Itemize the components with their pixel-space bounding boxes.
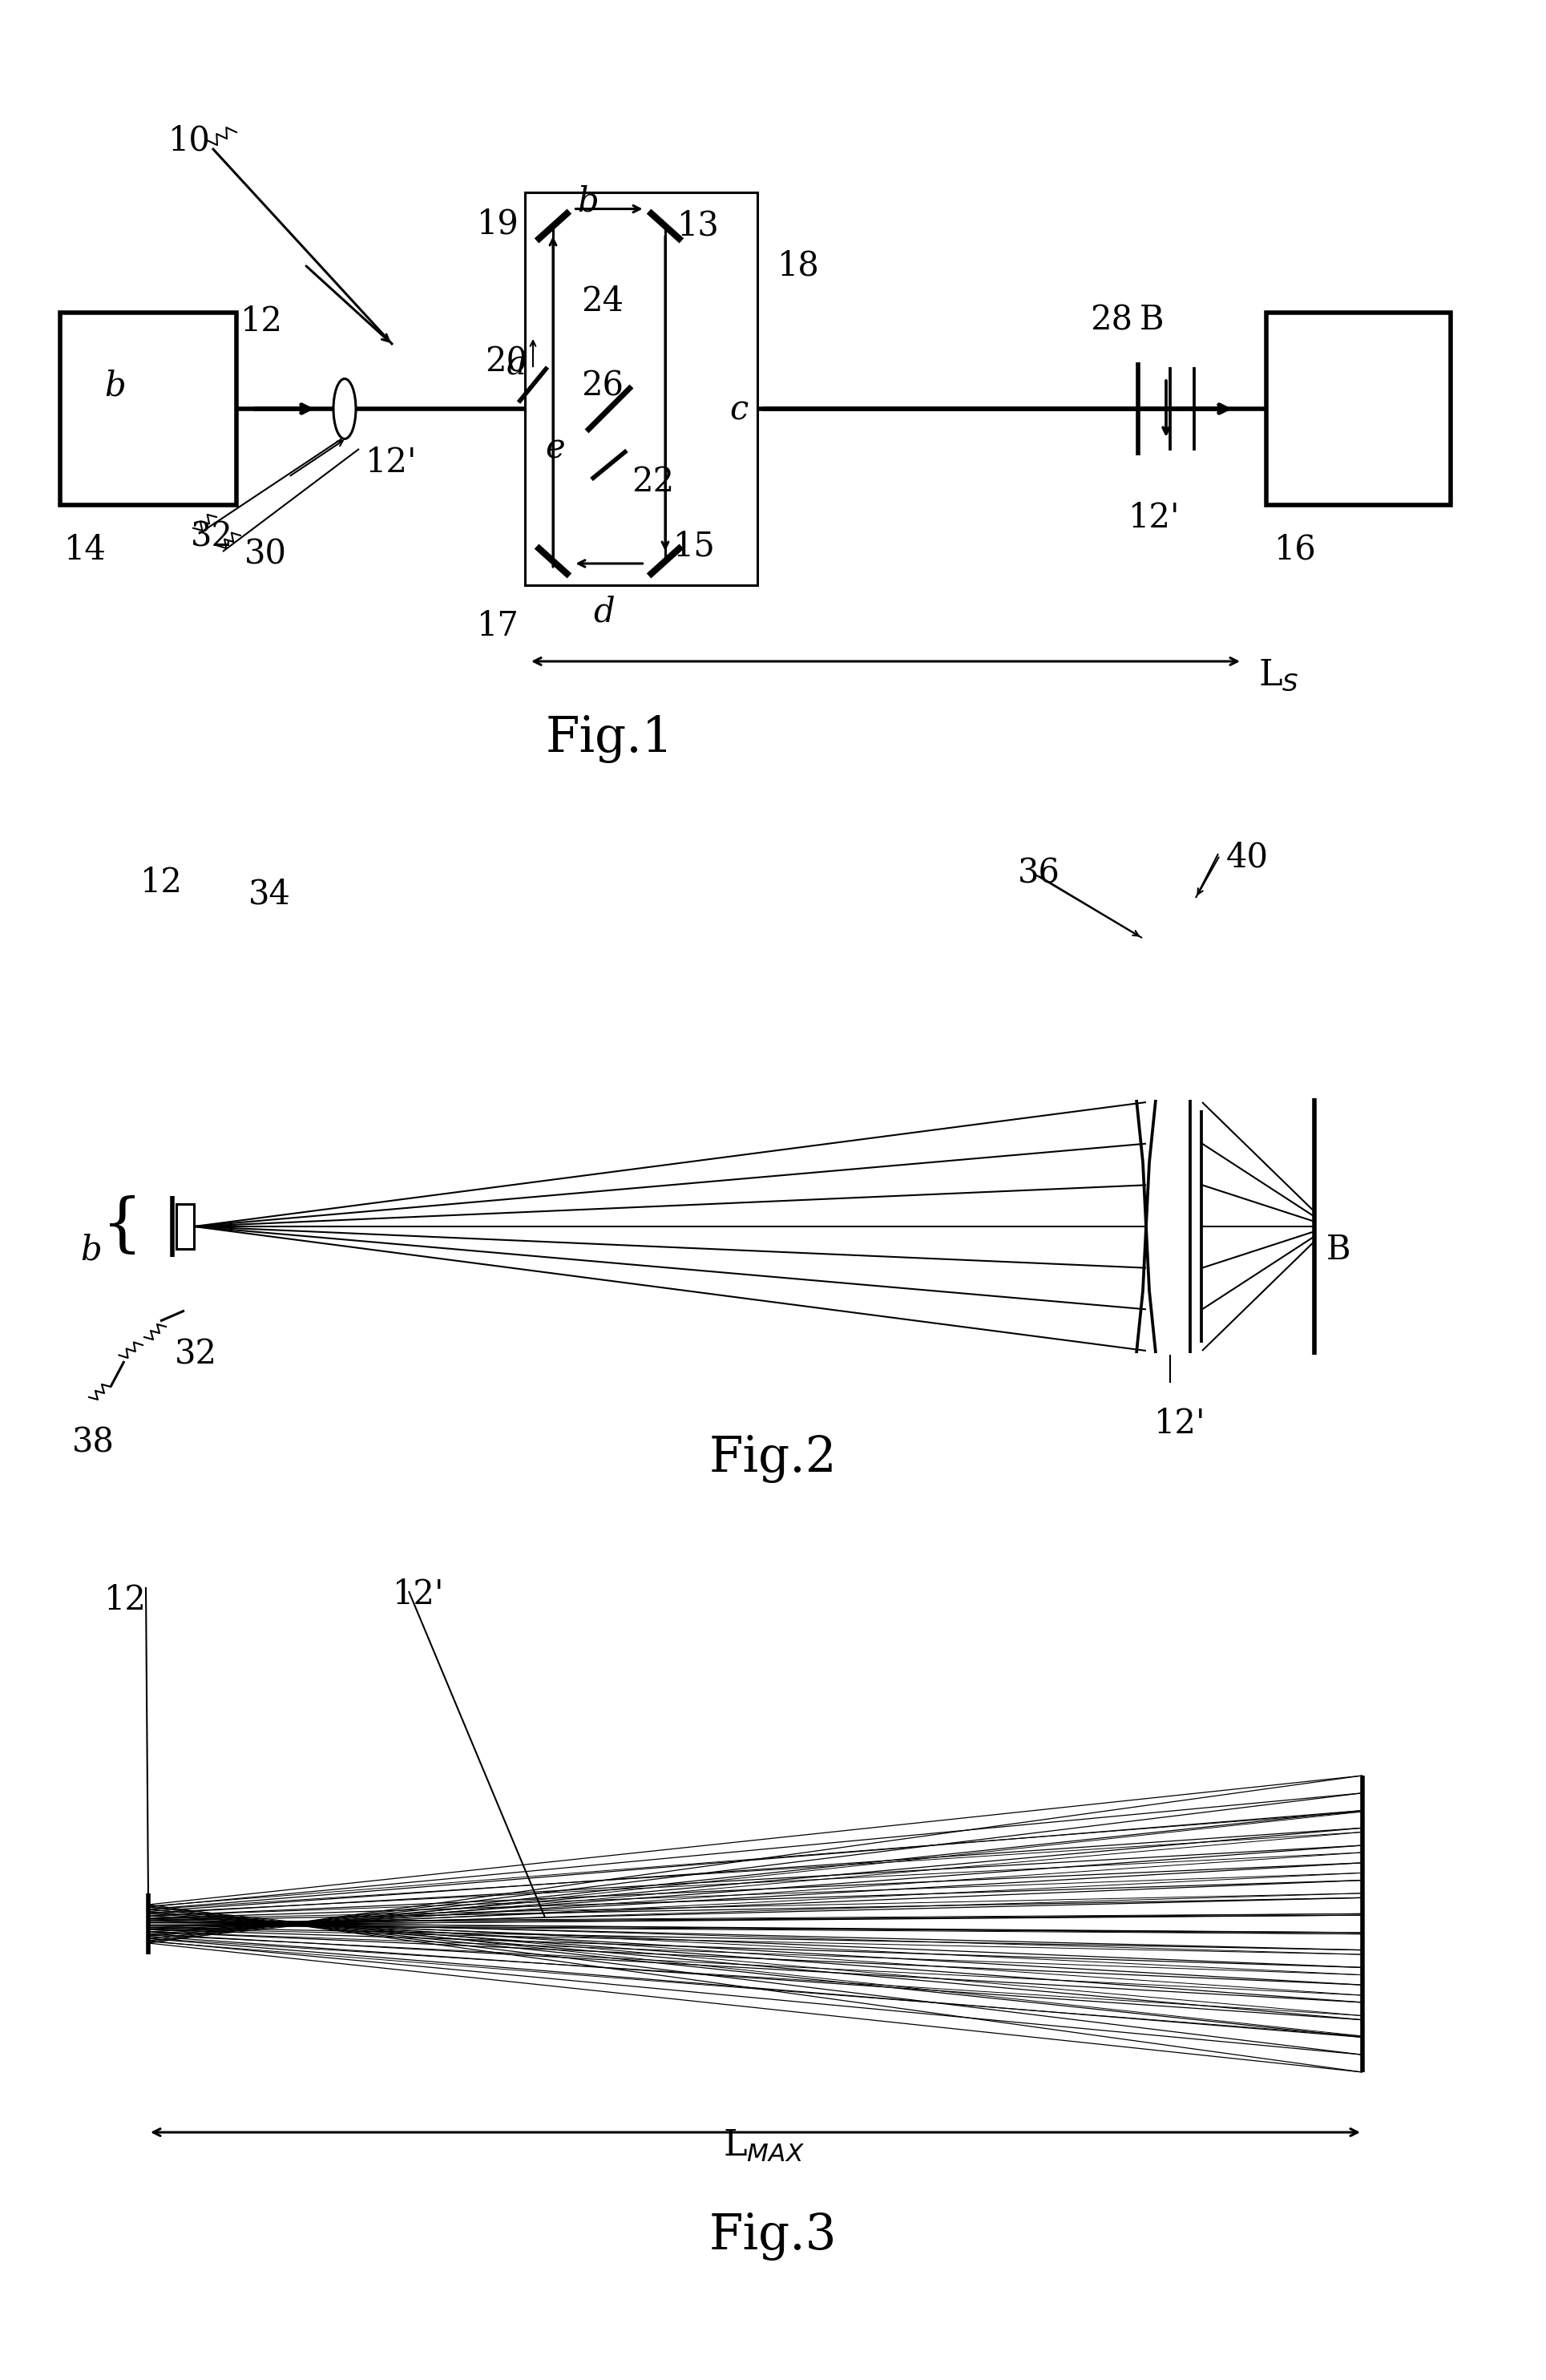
- Text: Fig.2: Fig.2: [708, 1435, 836, 1483]
- Text: b: b: [577, 183, 598, 219]
- Text: 38: 38: [73, 1426, 114, 1459]
- Text: 14: 14: [63, 533, 107, 566]
- Text: 12: 12: [141, 866, 182, 900]
- Text: 32: 32: [175, 1338, 218, 1371]
- Text: c: c: [730, 393, 748, 426]
- Text: 22: 22: [632, 464, 674, 497]
- Bar: [1266, 312, 1450, 505]
- Text: 13: 13: [677, 209, 719, 243]
- Ellipse shape: [334, 378, 356, 438]
- Text: 15: 15: [673, 528, 716, 562]
- Text: 10: 10: [169, 124, 210, 157]
- Text: b: b: [104, 369, 125, 402]
- Text: 28: 28: [1090, 302, 1133, 336]
- Text: e: e: [546, 431, 564, 464]
- Text: 12': 12': [365, 445, 417, 478]
- Text: B: B: [1326, 1233, 1351, 1266]
- Text: b: b: [80, 1233, 102, 1266]
- Text: 34: 34: [249, 878, 291, 912]
- Bar: [60, 312, 237, 505]
- Text: Fig.3: Fig.3: [708, 2213, 836, 2261]
- Text: B: B: [1139, 302, 1164, 336]
- Text: 18: 18: [778, 248, 819, 283]
- Text: 40: 40: [1226, 840, 1269, 873]
- Text: 12': 12': [393, 1578, 444, 1611]
- Text: L$_S$: L$_S$: [1258, 657, 1299, 693]
- Text: 26: 26: [581, 369, 623, 402]
- Text: 32: 32: [190, 519, 233, 552]
- Text: 12: 12: [241, 305, 283, 338]
- Text: 24: 24: [581, 286, 623, 319]
- Text: 12': 12': [1155, 1407, 1206, 1440]
- Text: 16: 16: [1274, 533, 1317, 566]
- Text: 17: 17: [476, 609, 519, 643]
- Text: 36: 36: [1017, 857, 1061, 890]
- Text: Fig.1: Fig.1: [546, 714, 673, 764]
- Text: a: a: [507, 350, 527, 383]
- Text: 19: 19: [476, 207, 519, 240]
- Text: 12': 12': [1129, 502, 1180, 536]
- Bar: [176, 1204, 193, 1250]
- Text: {: {: [102, 1195, 144, 1257]
- Bar: [526, 193, 758, 585]
- Text: 12: 12: [104, 1583, 147, 1616]
- Text: 30: 30: [244, 538, 288, 571]
- Text: 20: 20: [485, 345, 527, 378]
- Text: L$_{MAX}$: L$_{MAX}$: [724, 2128, 805, 2163]
- Text: d: d: [594, 595, 614, 628]
